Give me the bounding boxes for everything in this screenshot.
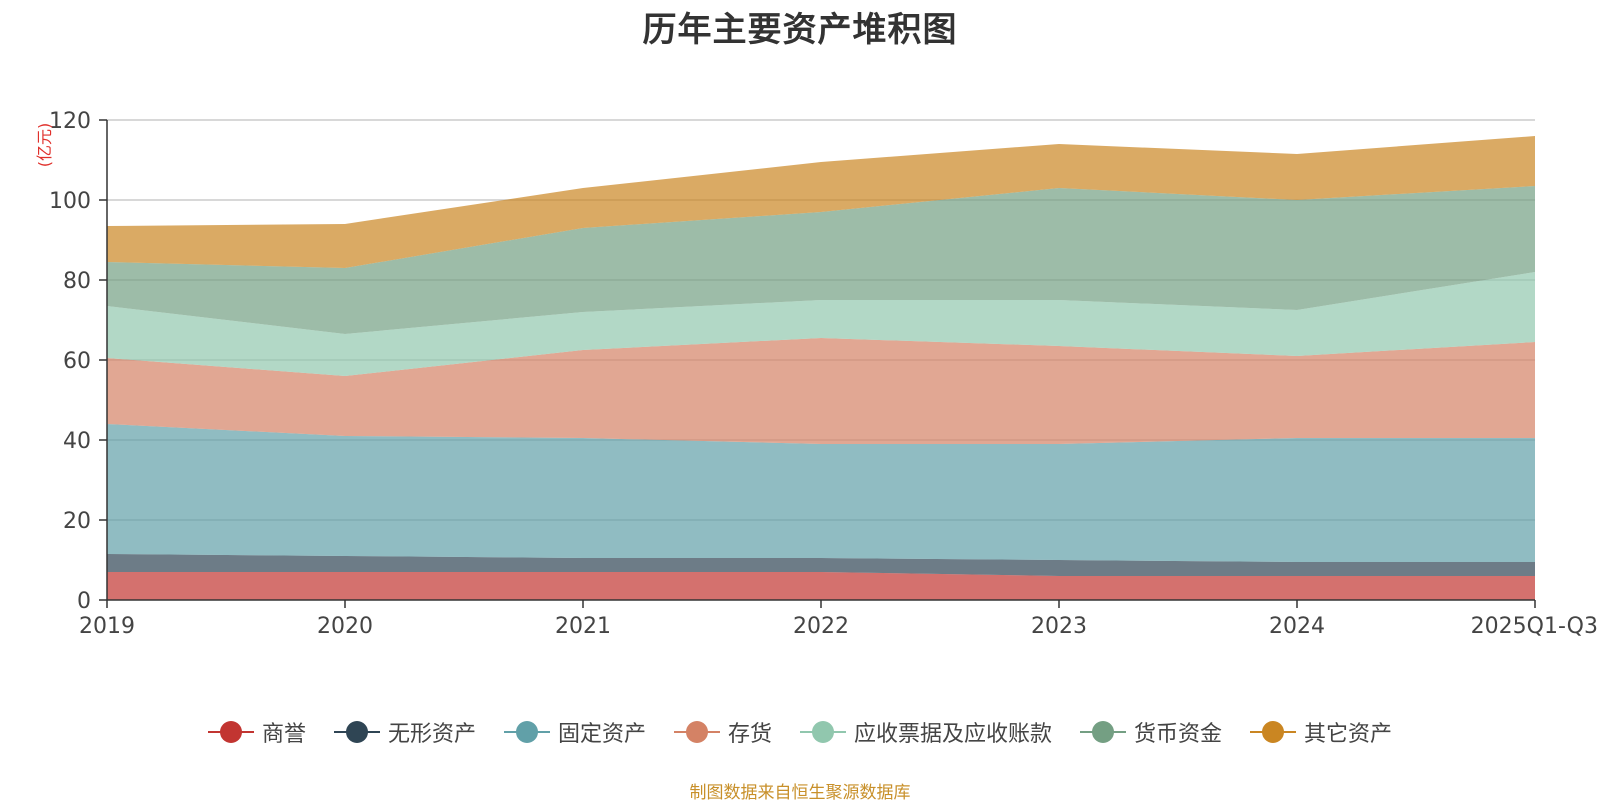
legend-label: 固定资产 [557, 722, 646, 747]
legend-marker-icon [333, 720, 380, 744]
legend-label: 其它资产 [1304, 722, 1393, 747]
x-axis-tick-labels: 2019 2020 2021 2022 2023 2024 2025Q1-Q3 [79, 614, 1598, 639]
y-tick-label: 0 [77, 589, 91, 614]
x-tick-label: 2020 [317, 614, 373, 639]
legend-marker-icon [673, 720, 720, 744]
legend-label: 无形资产 [387, 722, 476, 747]
area-series-1[interactable] [107, 572, 1535, 600]
y-tick-label: 40 [63, 429, 91, 454]
area-series [107, 136, 1535, 600]
x-tick-label: 2021 [555, 614, 611, 639]
legend-item-2[interactable]: 无形资产 [333, 716, 476, 748]
area-series-5[interactable] [107, 272, 1535, 376]
axes [99, 119, 1536, 608]
x-tick-label: 2023 [1031, 614, 1087, 639]
legend-marker-icon [1250, 720, 1297, 744]
legend-label: 商誉 [261, 722, 306, 747]
y-tick-label: 80 [63, 269, 91, 294]
y-tick-label: 120 [49, 109, 91, 134]
data-source-note: 制图数据来自恒生聚源数据库 [689, 783, 911, 803]
y-tick-label: 60 [63, 349, 91, 374]
x-tick-label: 2025Q1-Q3 [1471, 614, 1598, 639]
x-tick-label: 2024 [1269, 614, 1325, 639]
legend-label: 货币资金 [1134, 722, 1223, 747]
legend-marker-icon [800, 720, 846, 744]
x-tick-label: 2022 [793, 614, 849, 639]
area-series-4[interactable] [107, 338, 1535, 444]
legend-marker-icon [1080, 720, 1127, 744]
legend: 商誉 无形资产 固定资产 存货 应收票据及应收账款 货币资金 其它资产 [0, 716, 1600, 748]
y-tick-label: 100 [49, 189, 91, 214]
legend-label: 应收票据及应收账款 [854, 722, 1053, 747]
legend-marker-icon [207, 720, 254, 744]
legend-item-1[interactable]: 商誉 [207, 716, 306, 748]
legend-marker-icon [503, 720, 550, 744]
x-tick-label: 2019 [79, 614, 135, 639]
legend-item-6[interactable]: 货币资金 [1080, 716, 1222, 748]
legend-item-3[interactable]: 固定资产 [503, 716, 646, 748]
area-series-6[interactable] [107, 186, 1535, 334]
area-series-3[interactable] [107, 424, 1535, 562]
legend-label: 存货 [727, 722, 772, 747]
chart-title: 历年主要资产堆积图 [642, 10, 958, 50]
legend-item-7[interactable]: 其它资产 [1250, 716, 1392, 748]
y-axis-unit-label: (亿元) [35, 123, 54, 168]
area-series-7[interactable] [107, 136, 1535, 268]
area-series-2[interactable] [107, 554, 1535, 576]
y-tick-label: 20 [63, 509, 91, 534]
legend-item-4[interactable]: 存货 [673, 716, 772, 748]
y-axis-tick-labels: 0 20 40 60 80 100 120 [49, 109, 91, 614]
legend-item-5[interactable]: 应收票据及应收账款 [800, 716, 1052, 748]
